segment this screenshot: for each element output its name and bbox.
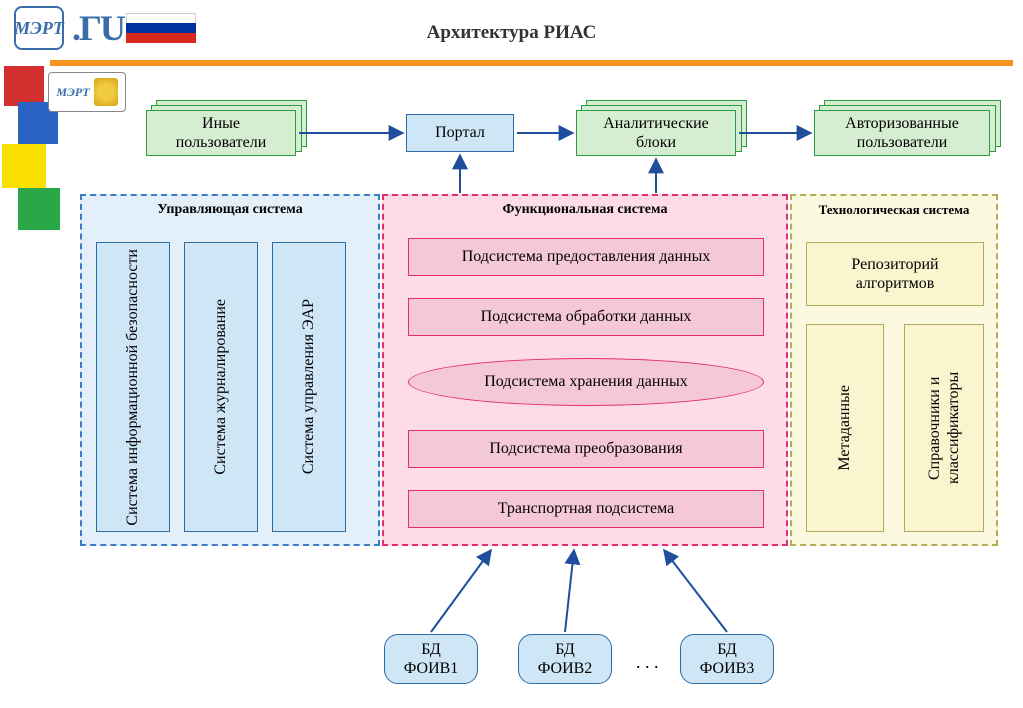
box-data-processing: Подсистема обработки данных — [408, 298, 764, 336]
color-squares-decor — [0, 62, 52, 242]
panel-tech-label: Технологическая система — [819, 202, 970, 218]
box-ear-mgmt: Система управления ЭАР — [272, 242, 346, 532]
node-analytic-blocks: Аналитические блоки — [576, 110, 736, 156]
flag-icon — [126, 13, 196, 43]
box-info-security: Система информационной безопасности — [96, 242, 170, 532]
page-title: Архитектура РИАС — [427, 22, 597, 44]
orange-divider — [50, 60, 1013, 66]
box-transport: Транспортная подсистема — [408, 490, 764, 528]
node-other-users: Иные пользователи — [146, 110, 296, 156]
node-db2: БД ФОИВ2 — [518, 634, 612, 684]
mert-logo: МЭРТ — [14, 6, 64, 50]
node-db3: БД ФОИВ3 — [680, 634, 774, 684]
box-journaling: Система журналирование — [184, 242, 258, 532]
ellipsis: . . . — [636, 652, 659, 673]
node-portal: Портал — [406, 114, 514, 152]
node-db1: БД ФОИВ1 — [384, 634, 478, 684]
box-metadata: Метаданные — [806, 324, 884, 532]
header-logos: МЭРТ .ГU — [14, 6, 196, 50]
panel-control-label: Управляющая система — [157, 202, 302, 218]
box-algo-repo: Репозиторий алгоритмов — [806, 242, 984, 306]
box-data-transform: Подсистема преобразования — [408, 430, 764, 468]
box-data-storage: Подсистема хранения данных — [408, 358, 764, 406]
diagram-canvas: Иные пользователи Портал Аналитические б… — [56, 74, 1011, 700]
box-data-provision: Подсистема предоставления данных — [408, 238, 764, 276]
ru-logo: .ГU — [72, 7, 196, 49]
node-authorized-users: Авторизованные пользователи — [814, 110, 990, 156]
panel-functional-label: Функциональная система — [503, 202, 668, 218]
box-reference: Справочники и классификаторы — [904, 324, 984, 532]
